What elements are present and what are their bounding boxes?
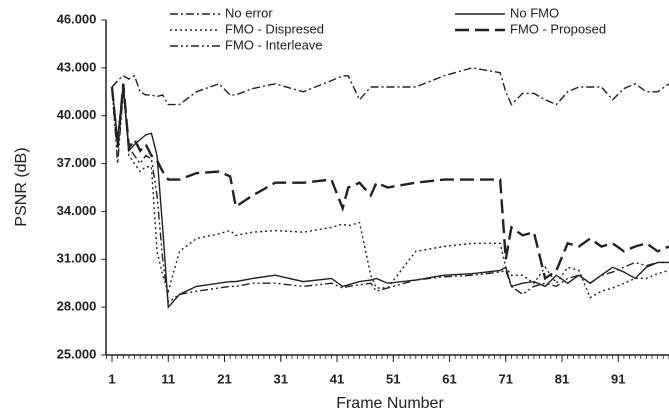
x-tick-label: 81 [555,371,569,386]
legend-label: No FMO [510,5,559,20]
legend-label: FMO - Dispresed [225,21,324,36]
x-tick-label: 31 [274,371,288,386]
y-tick-label: 40.000 [57,107,97,122]
y-tick-label: 34.000 [57,203,97,218]
legend-label: FMO - Interleave [225,37,323,52]
x-tick-label: 51 [386,371,400,386]
y-axis-title: PSNR (dB) [13,147,30,226]
y-tick-label: 31.000 [57,251,97,266]
x-tick-label: 1 [108,371,115,386]
series-line [111,86,669,304]
x-tick-label: 91 [611,371,625,386]
legend-label: FMO - Proposed [510,21,606,36]
y-tick-label: 46.000 [57,11,97,26]
legend-label: No error [225,5,273,20]
x-axis-title: Frame Number [336,395,444,412]
series-line [111,83,669,299]
series-line [110,83,669,281]
x-tick-label: 21 [217,371,231,386]
x-tick-label: 11 [161,371,175,386]
series-line [111,83,669,309]
y-tick-label: 25.000 [57,346,97,361]
x-tick-label: 71 [499,371,513,386]
y-tick-label: 43.000 [57,59,97,74]
y-tick-label: 28.000 [57,299,97,314]
y-tick-label: 37.000 [57,155,97,170]
x-tick-label: 61 [442,371,456,386]
series-line [111,67,669,106]
x-tick-label: 41 [330,371,344,386]
